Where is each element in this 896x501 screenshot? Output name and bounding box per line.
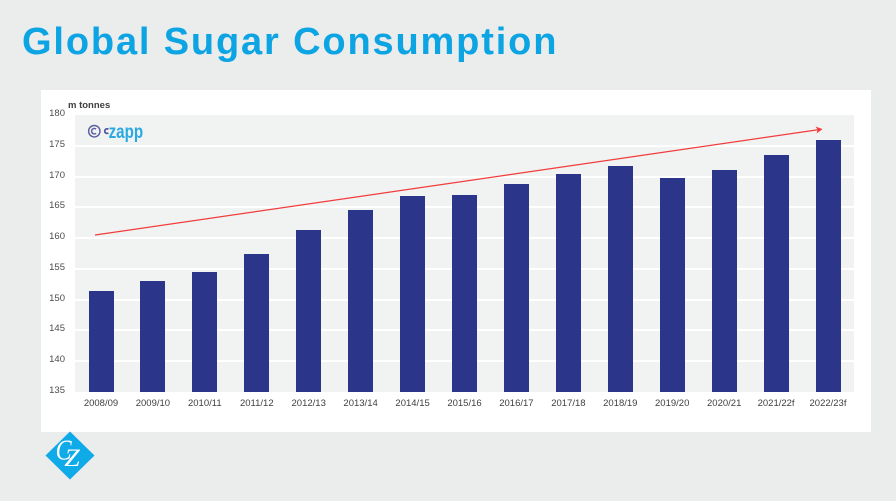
svg-text:zapp: zapp [109, 122, 144, 143]
svg-text:C: C [56, 435, 73, 467]
svg-text:Z: Z [64, 445, 81, 472]
